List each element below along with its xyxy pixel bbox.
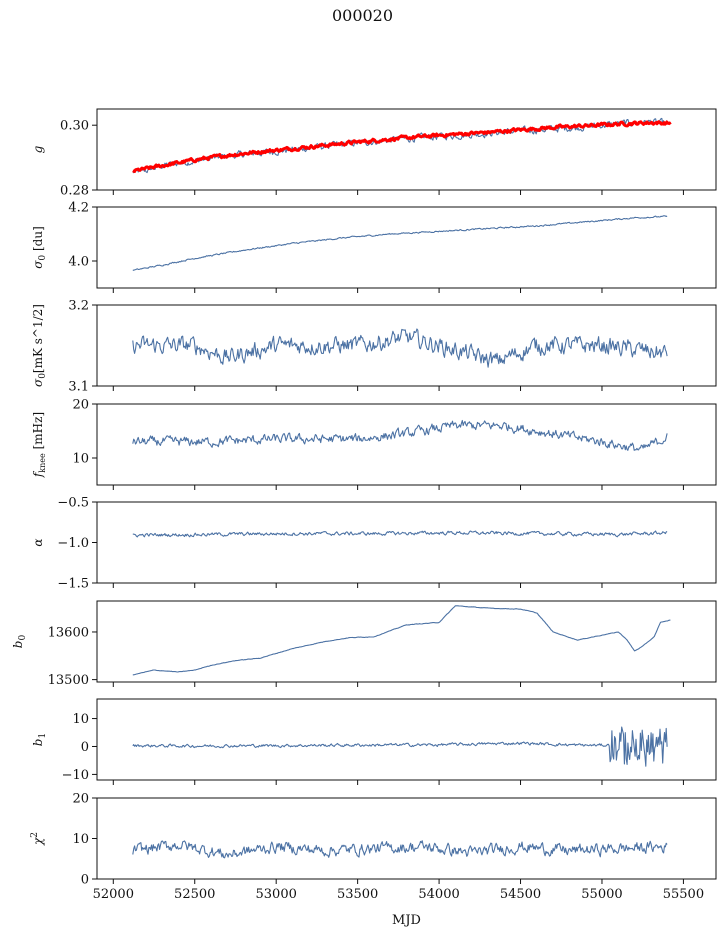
- y-tick-label-3-0: 10: [72, 452, 89, 467]
- x-tick-label-0: 52000: [93, 887, 134, 902]
- series-line-7-0: [132, 840, 668, 859]
- x-tick-label-3: 53500: [337, 887, 378, 902]
- y-tick-label-7-0: 0: [81, 873, 89, 888]
- series-line-0-1: [132, 120, 672, 173]
- axes-frame-0: [96, 108, 717, 191]
- axes-frame-3: [96, 403, 717, 486]
- x-tick-label-1: 52500: [174, 887, 215, 902]
- series-line-2-0: [132, 328, 668, 368]
- x-tick-label-6: 55000: [581, 887, 622, 902]
- series-line-4-0: [132, 530, 668, 538]
- x-tick-label-7: 55500: [663, 887, 704, 902]
- y-axis-label-7: χ2: [30, 832, 45, 846]
- y-tick-label-6-2: 10: [72, 712, 89, 727]
- y-axis-label-3: fknee [mHz]: [31, 412, 47, 478]
- axes-frame-4: [96, 501, 717, 584]
- axes-frame-1: [96, 206, 717, 289]
- y-axis-label-6: b1: [31, 733, 48, 746]
- y-axis-label-4: α: [31, 538, 45, 546]
- y-tick-label-6-1: 0: [81, 740, 89, 755]
- y-tick-label-0-1: 0.30: [60, 119, 89, 134]
- y-tick-label-2-0: 3.1: [68, 380, 89, 395]
- y-tick-label-3-1: 20: [72, 398, 89, 413]
- y-tick-label-7-1: 10: [72, 832, 89, 847]
- y-tick-label-2-1: 3.2: [68, 299, 89, 314]
- x-tick-label-4: 54000: [418, 887, 459, 902]
- axes-frame-7: [96, 797, 717, 880]
- y-tick-label-6-0: −10: [62, 768, 89, 783]
- y-tick-label-4-1: −1.0: [57, 536, 89, 551]
- series-line-6-0: [132, 726, 668, 767]
- axes-frame-6: [96, 698, 717, 781]
- x-axis-label: MJD: [392, 913, 421, 928]
- y-tick-label-4-0: −1.5: [57, 577, 89, 592]
- series-line-1-0: [132, 215, 668, 271]
- y-axis-label-5: b0: [11, 635, 28, 649]
- x-tick-label-5: 54500: [500, 887, 541, 902]
- series-line-3-0: [132, 419, 668, 451]
- x-tick-label-2: 53000: [256, 887, 297, 902]
- y-tick-label-7-2: 20: [72, 792, 89, 807]
- y-tick-label-5-0: 13500: [48, 673, 89, 688]
- y-tick-label-1-0: 4.0: [68, 255, 89, 270]
- y-axis-label-2: σ0[mK s^1/2]: [31, 304, 48, 387]
- y-tick-label-4-2: −0.5: [57, 496, 89, 511]
- figure-title: 000020: [331, 6, 394, 25]
- y-axis-label-1: σ0 [du]: [31, 226, 48, 269]
- y-tick-label-1-1: 4.2: [68, 201, 89, 216]
- y-tick-label-5-1: 13600: [48, 625, 89, 640]
- axes-frame-5: [96, 600, 717, 683]
- axes-frame-2: [96, 304, 717, 387]
- series-line-5-0: [132, 605, 671, 676]
- y-axis-label-0: g: [31, 145, 45, 153]
- y-tick-label-0-0: 0.28: [60, 184, 89, 199]
